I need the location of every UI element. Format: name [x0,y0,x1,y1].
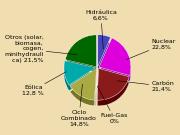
Text: Hidráulica
6,6%: Hidráulica 6,6% [85,10,117,49]
Wedge shape [97,74,129,106]
Text: Otros (solar,
biomasa,
cogen,
minihydrauli
ca) 21,5%: Otros (solar, biomasa, cogen, minihydrau… [4,35,76,63]
Text: Ciclo
Combinado
14,8%: Ciclo Combinado 14,8% [61,84,97,127]
Wedge shape [95,68,97,100]
Wedge shape [64,61,96,85]
Wedge shape [64,66,96,91]
Text: Carbón
21,4%: Carbón 21,4% [117,81,174,92]
Wedge shape [99,44,131,81]
Text: Eólica
12,8 %: Eólica 12,8 % [22,72,66,96]
Wedge shape [65,35,96,67]
Wedge shape [99,38,131,76]
Wedge shape [65,41,96,72]
Text: Nuclear
22,8%: Nuclear 22,8% [126,39,176,60]
Wedge shape [95,74,97,106]
Wedge shape [98,40,111,72]
Wedge shape [98,35,111,67]
Wedge shape [70,68,96,100]
Text: Fuel-Gas
0%: Fuel-Gas 0% [97,86,128,124]
Wedge shape [97,68,129,100]
Wedge shape [70,74,96,106]
